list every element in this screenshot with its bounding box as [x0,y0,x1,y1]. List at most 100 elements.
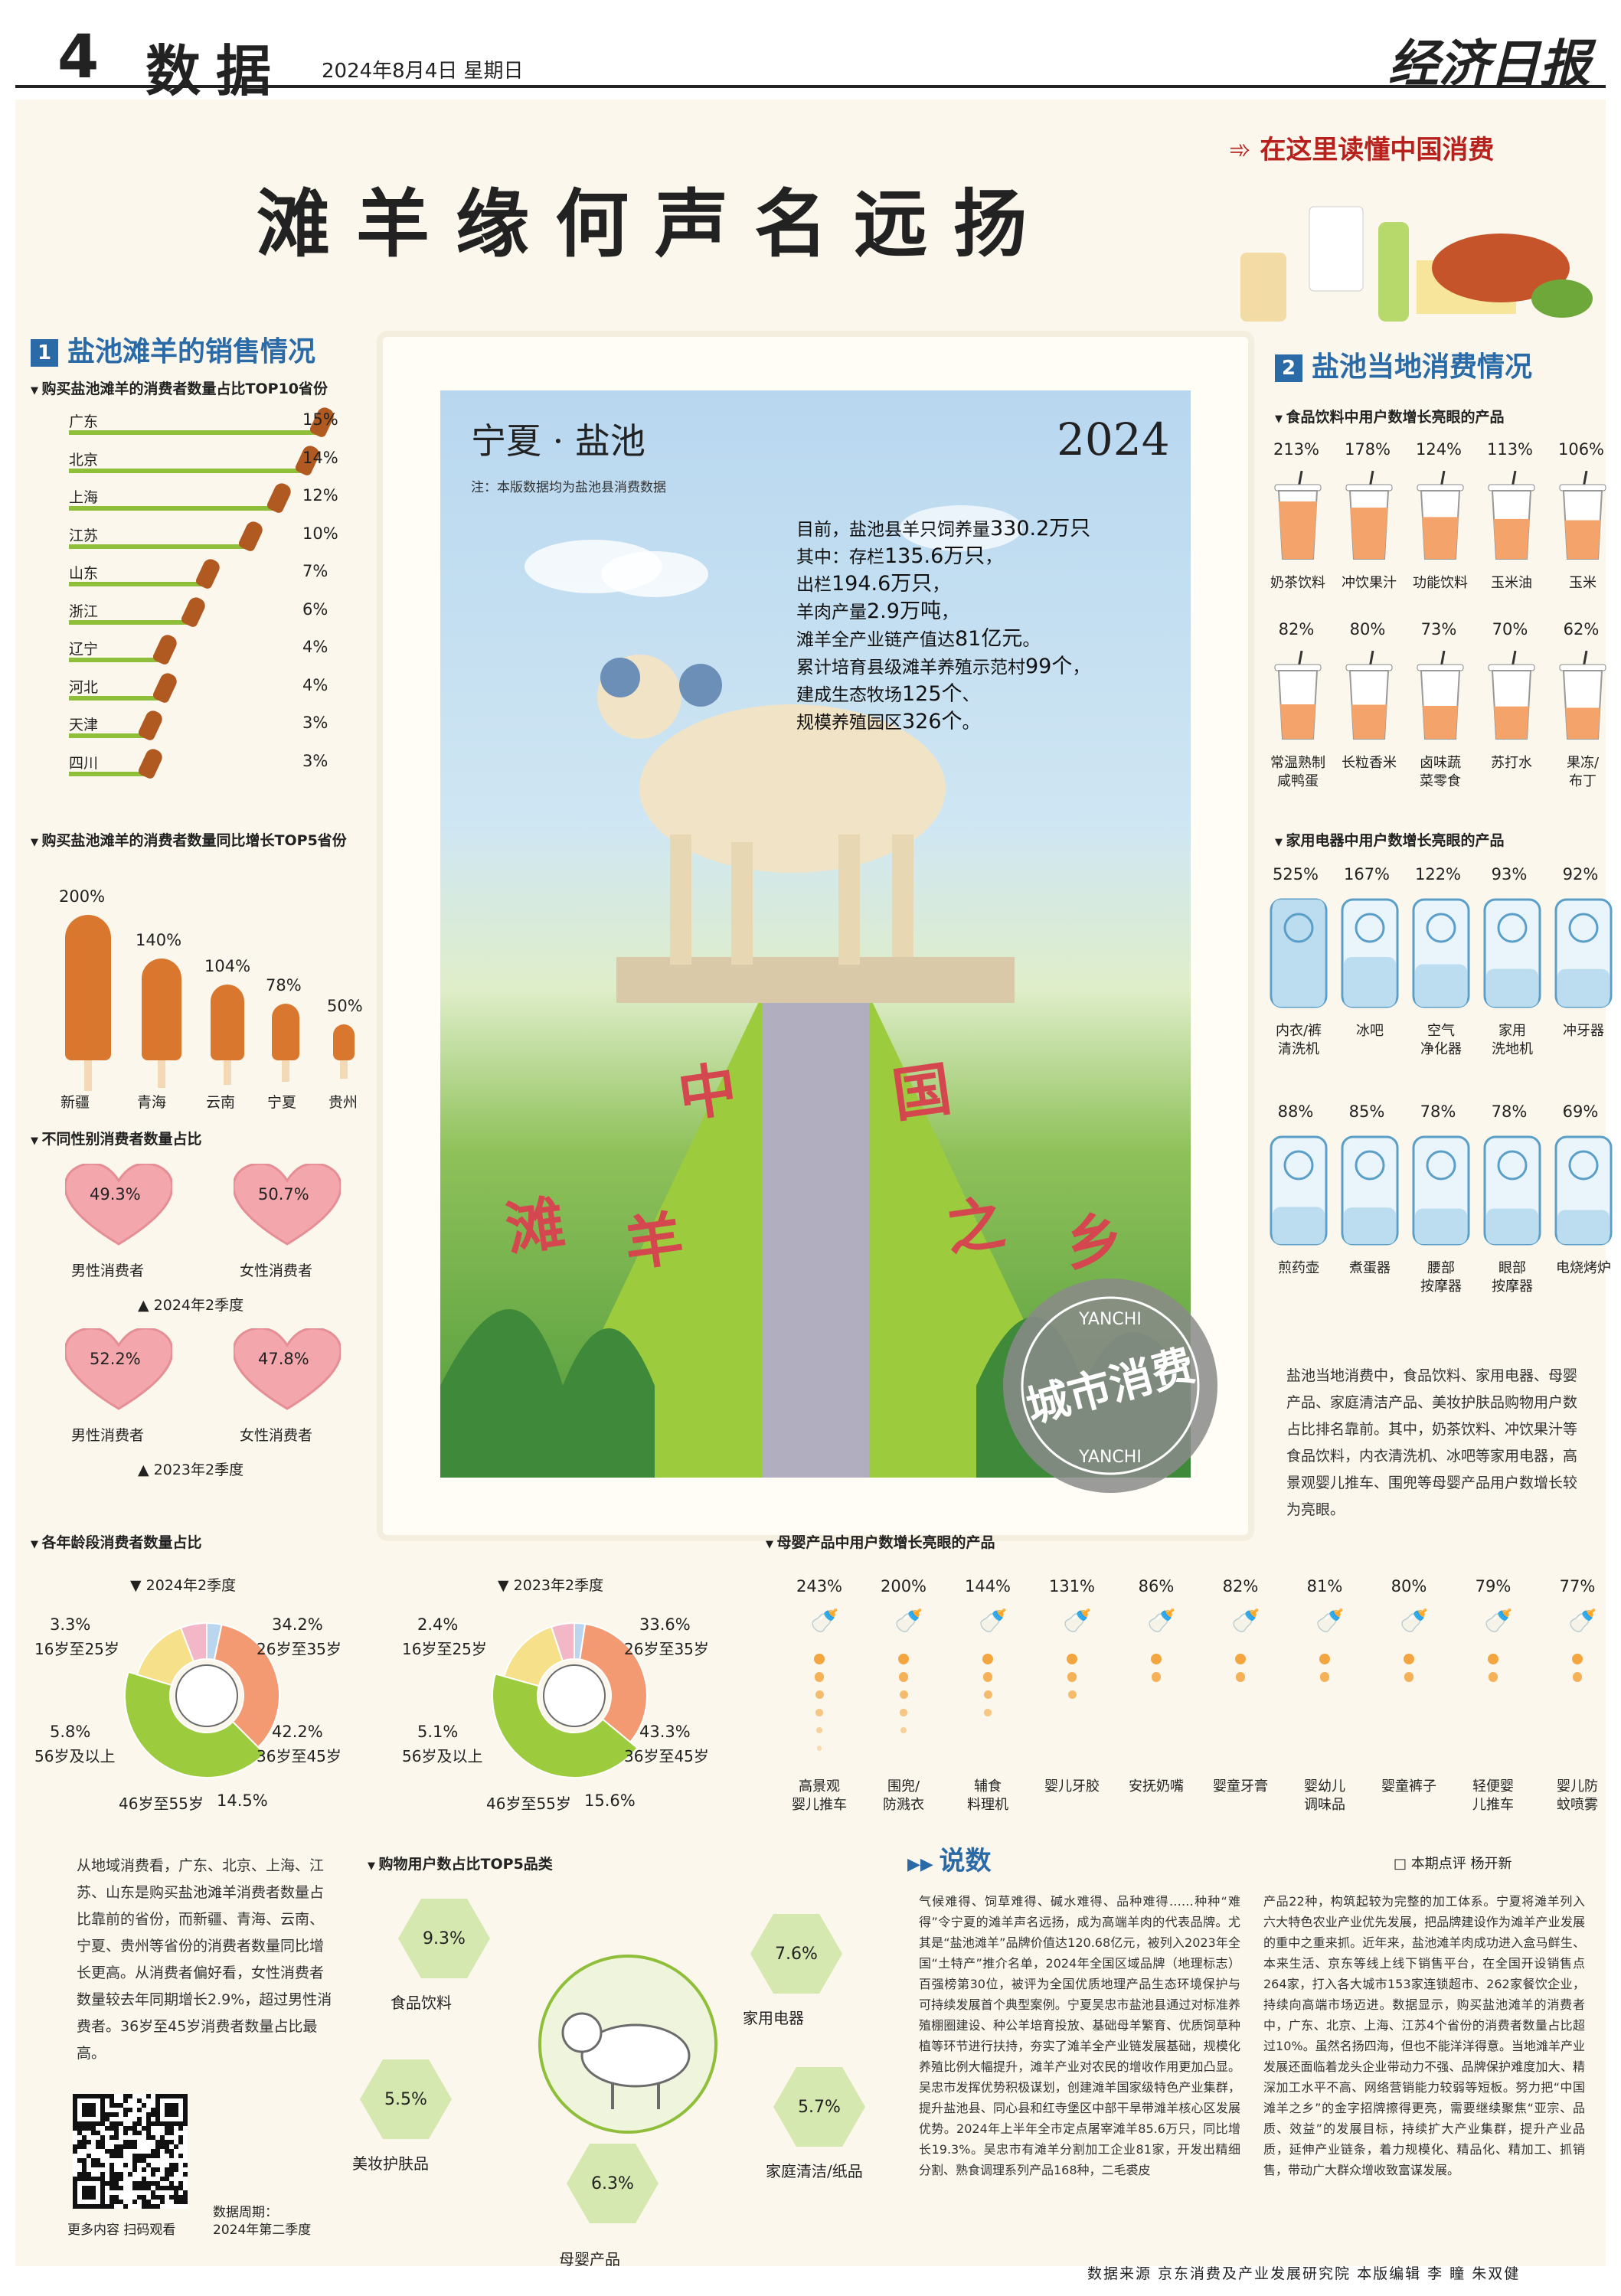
food-label: 卤味蔬 菜零食 [1420,755,1461,789]
province-bar [69,430,322,435]
age-slice [136,1626,195,1687]
stamp-place: 宁夏 · 盐池 [471,420,645,462]
appliance-value: 85% [1348,1102,1385,1121]
province-label: 四川 [69,754,99,772]
category-label: 食品饮料 [391,1994,452,2012]
stamp-fact-line: 建成生态牧场125个、 [796,677,980,707]
category-label: 母婴产品 [559,2250,620,2268]
period-label: 数据周期： [213,2205,278,2220]
gender-subtitle: 不同性别消费者数量占比 [31,1128,202,1148]
maternal-label: 高景观 婴儿推车 [792,1778,847,1813]
province-value: 4% [302,675,328,694]
appliance-value: 525% [1272,865,1319,883]
food-label: 功能饮料 [1413,575,1468,591]
appliance-value: 69% [1562,1102,1599,1121]
appliance-label: 腰部 按摩器 [1420,1260,1462,1295]
maternal-label: 围兜/防溅衣 [883,1778,924,1813]
gender-label: 男性消费者 [71,1262,145,1279]
appliance-icon [1270,1135,1328,1246]
growth-dot [816,1727,822,1733]
comment-byline: □ 本期点评 杨开新 [1394,1856,1512,1872]
appliance-label: 眼部 按摩器 [1492,1260,1533,1295]
pacifier-icon: 🍼 [1231,1608,1260,1635]
province-bar [69,695,165,701]
stamp-fact-line: 羊肉产量2.9万吨， [796,594,959,624]
comment-title: ▶▶ 说数 [907,1840,992,1877]
province-value: 15% [302,410,338,429]
section2-heading: 2 盐池当地消费情况 [1275,345,1532,384]
stamp-fact-line: 规模养殖园区326个。 [796,704,980,734]
food-value: 70% [1492,620,1528,639]
newspaper-header: 4 数据 2024年8月4日 星期日 经济日报 [15,15,1606,103]
food-value: 113% [1486,440,1534,459]
appliance-icon [1483,898,1541,1008]
province-label: 天津 [69,717,99,733]
stamp-fact-line: 滩羊全产业链产值达81亿元。 [796,622,1040,652]
age-subtitle: 各年龄段消费者数量占比 [31,1531,202,1552]
growth-dot [1488,1672,1498,1682]
fact-number: 81亿元 [955,627,1023,651]
hex-subtitle: 购物用户数占比TOP5品类 [368,1853,553,1873]
growth-dot [816,1746,822,1751]
growth-dot [900,1709,907,1716]
province-value: 7% [302,562,328,580]
maternal-label: 轻便婴 儿推车 [1472,1778,1514,1813]
age-label: 46岁至55岁 [486,1795,571,1813]
province-label: 北京 [69,451,99,469]
province-bar [69,544,250,549]
growth-province: 新疆 [60,1094,90,1111]
cup-icon [1417,471,1464,560]
food-subtitle: 食品饮料中用户数增长亮眼的产品 [1275,406,1505,426]
fact-number: 2.9万吨 [867,599,941,623]
section1-number: 1 [31,339,58,367]
province-value: 14% [302,448,338,467]
growth-value: 50% [327,996,363,1015]
arrow-icon: ▶▶ [907,1855,940,1874]
province-value: 6% [302,599,328,619]
slogan-char: 滩 [502,1188,569,1264]
pacifier-icon: 🍼 [1568,1608,1597,1635]
cup-icon [1345,471,1393,560]
fact-number: 326个 [902,710,962,733]
pacifier-icon: 🍼 [894,1608,923,1635]
maternal-label: 婴童牙膏 [1213,1778,1268,1795]
age-slice [550,1622,575,1662]
cup-icon [1488,471,1535,560]
food-label: 奶茶饮料 [1270,575,1325,591]
maternal-value: 82% [1222,1577,1259,1595]
province-bar [69,468,308,473]
age-period: ▼ 2023年2季度 [498,1577,604,1594]
section-title: 数据 [145,38,287,103]
qr-code[interactable] [73,2094,188,2209]
growth-dot [1151,1654,1162,1664]
seal-subtext-top: YANCHI [1078,1310,1142,1329]
cup-icon [1559,471,1606,560]
top10-subtitle: 购买盐池滩羊的消费者数量占比TOP10省份 [31,377,328,398]
food-value: 124% [1415,440,1462,459]
province-value: 3% [302,714,328,732]
food-label: 苏打水 [1491,755,1532,771]
growth-dot [1488,1654,1498,1664]
age-label: 16岁至25岁 [34,1640,119,1658]
appliance-value: 92% [1562,865,1599,883]
appliance-value: 122% [1414,865,1462,883]
growth-province: 青海 [137,1094,167,1111]
category-label: 家用电器 [743,2009,804,2027]
page-title: 滩羊缘何声名远扬 [257,181,1053,267]
bone-icon [340,1060,348,1079]
fact-prefix: 出栏 [796,575,832,595]
fact-suffix: ， [932,575,950,595]
growth-dot [1235,1672,1246,1682]
growth-value: 104% [204,957,251,976]
heart-icon [234,1164,341,1246]
growth-dot [1319,1672,1330,1682]
age-donut [492,1622,648,1778]
fact-prefix: 其中：存栏 [796,547,884,567]
growth-dot [1067,1654,1077,1664]
appliance-value: 93% [1491,865,1528,883]
age-slice [579,1622,648,1743]
comment-column-2: 产品22种，构筑起较为完整的加工体系。宁夏将滩羊列入六大特色农业产业优先发展，把… [1263,1894,1585,2177]
stamp-fact-line: 目前，盐池县羊只饲养量330.2万只 [796,511,1090,541]
province-bar [69,658,165,662]
